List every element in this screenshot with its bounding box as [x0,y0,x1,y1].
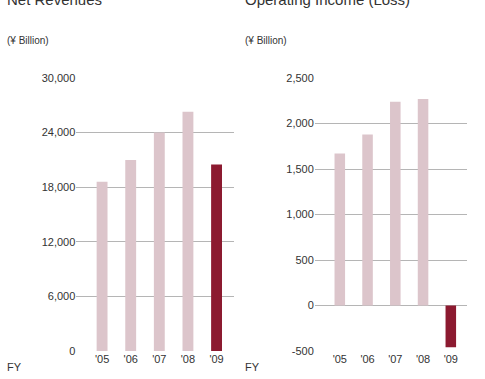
svg-text:6,000: 6,000 [48,290,76,302]
svg-text:'07: '07 [388,353,402,365]
svg-text:1,500: 1,500 [286,163,314,175]
svg-text:0: 0 [308,299,314,311]
svg-text:FY: FY [7,361,22,373]
svg-text:'06: '06 [360,353,374,365]
svg-text:'08: '08 [181,353,195,365]
svg-text:12,000: 12,000 [42,236,76,248]
svg-text:'09: '09 [209,353,223,365]
svg-text:'05: '05 [95,353,109,365]
svg-text:'05: '05 [333,353,347,365]
svg-text:Operating Income (Loss): Operating Income (Loss) [245,0,410,8]
svg-text:30,000: 30,000 [42,72,76,84]
svg-text:'07: '07 [152,353,166,365]
svg-text:Net Revenues: Net Revenues [7,0,102,8]
svg-text:(¥ Billion): (¥ Billion) [245,35,287,46]
svg-text:24,000: 24,000 [42,126,76,138]
svg-text:'06: '06 [124,353,138,365]
svg-text:(¥ Billion): (¥ Billion) [7,35,49,46]
svg-text:0: 0 [69,345,75,357]
svg-text:-500: -500 [292,345,314,357]
svg-text:500: 500 [295,254,313,266]
svg-text:2,000: 2,000 [286,117,314,129]
svg-text:1,000: 1,000 [286,208,314,220]
svg-text:2,500: 2,500 [286,72,314,84]
svg-text:'09: '09 [444,353,458,365]
svg-text:FY: FY [245,361,260,373]
svg-text:'08: '08 [416,353,430,365]
svg-text:18,000: 18,000 [42,181,76,193]
